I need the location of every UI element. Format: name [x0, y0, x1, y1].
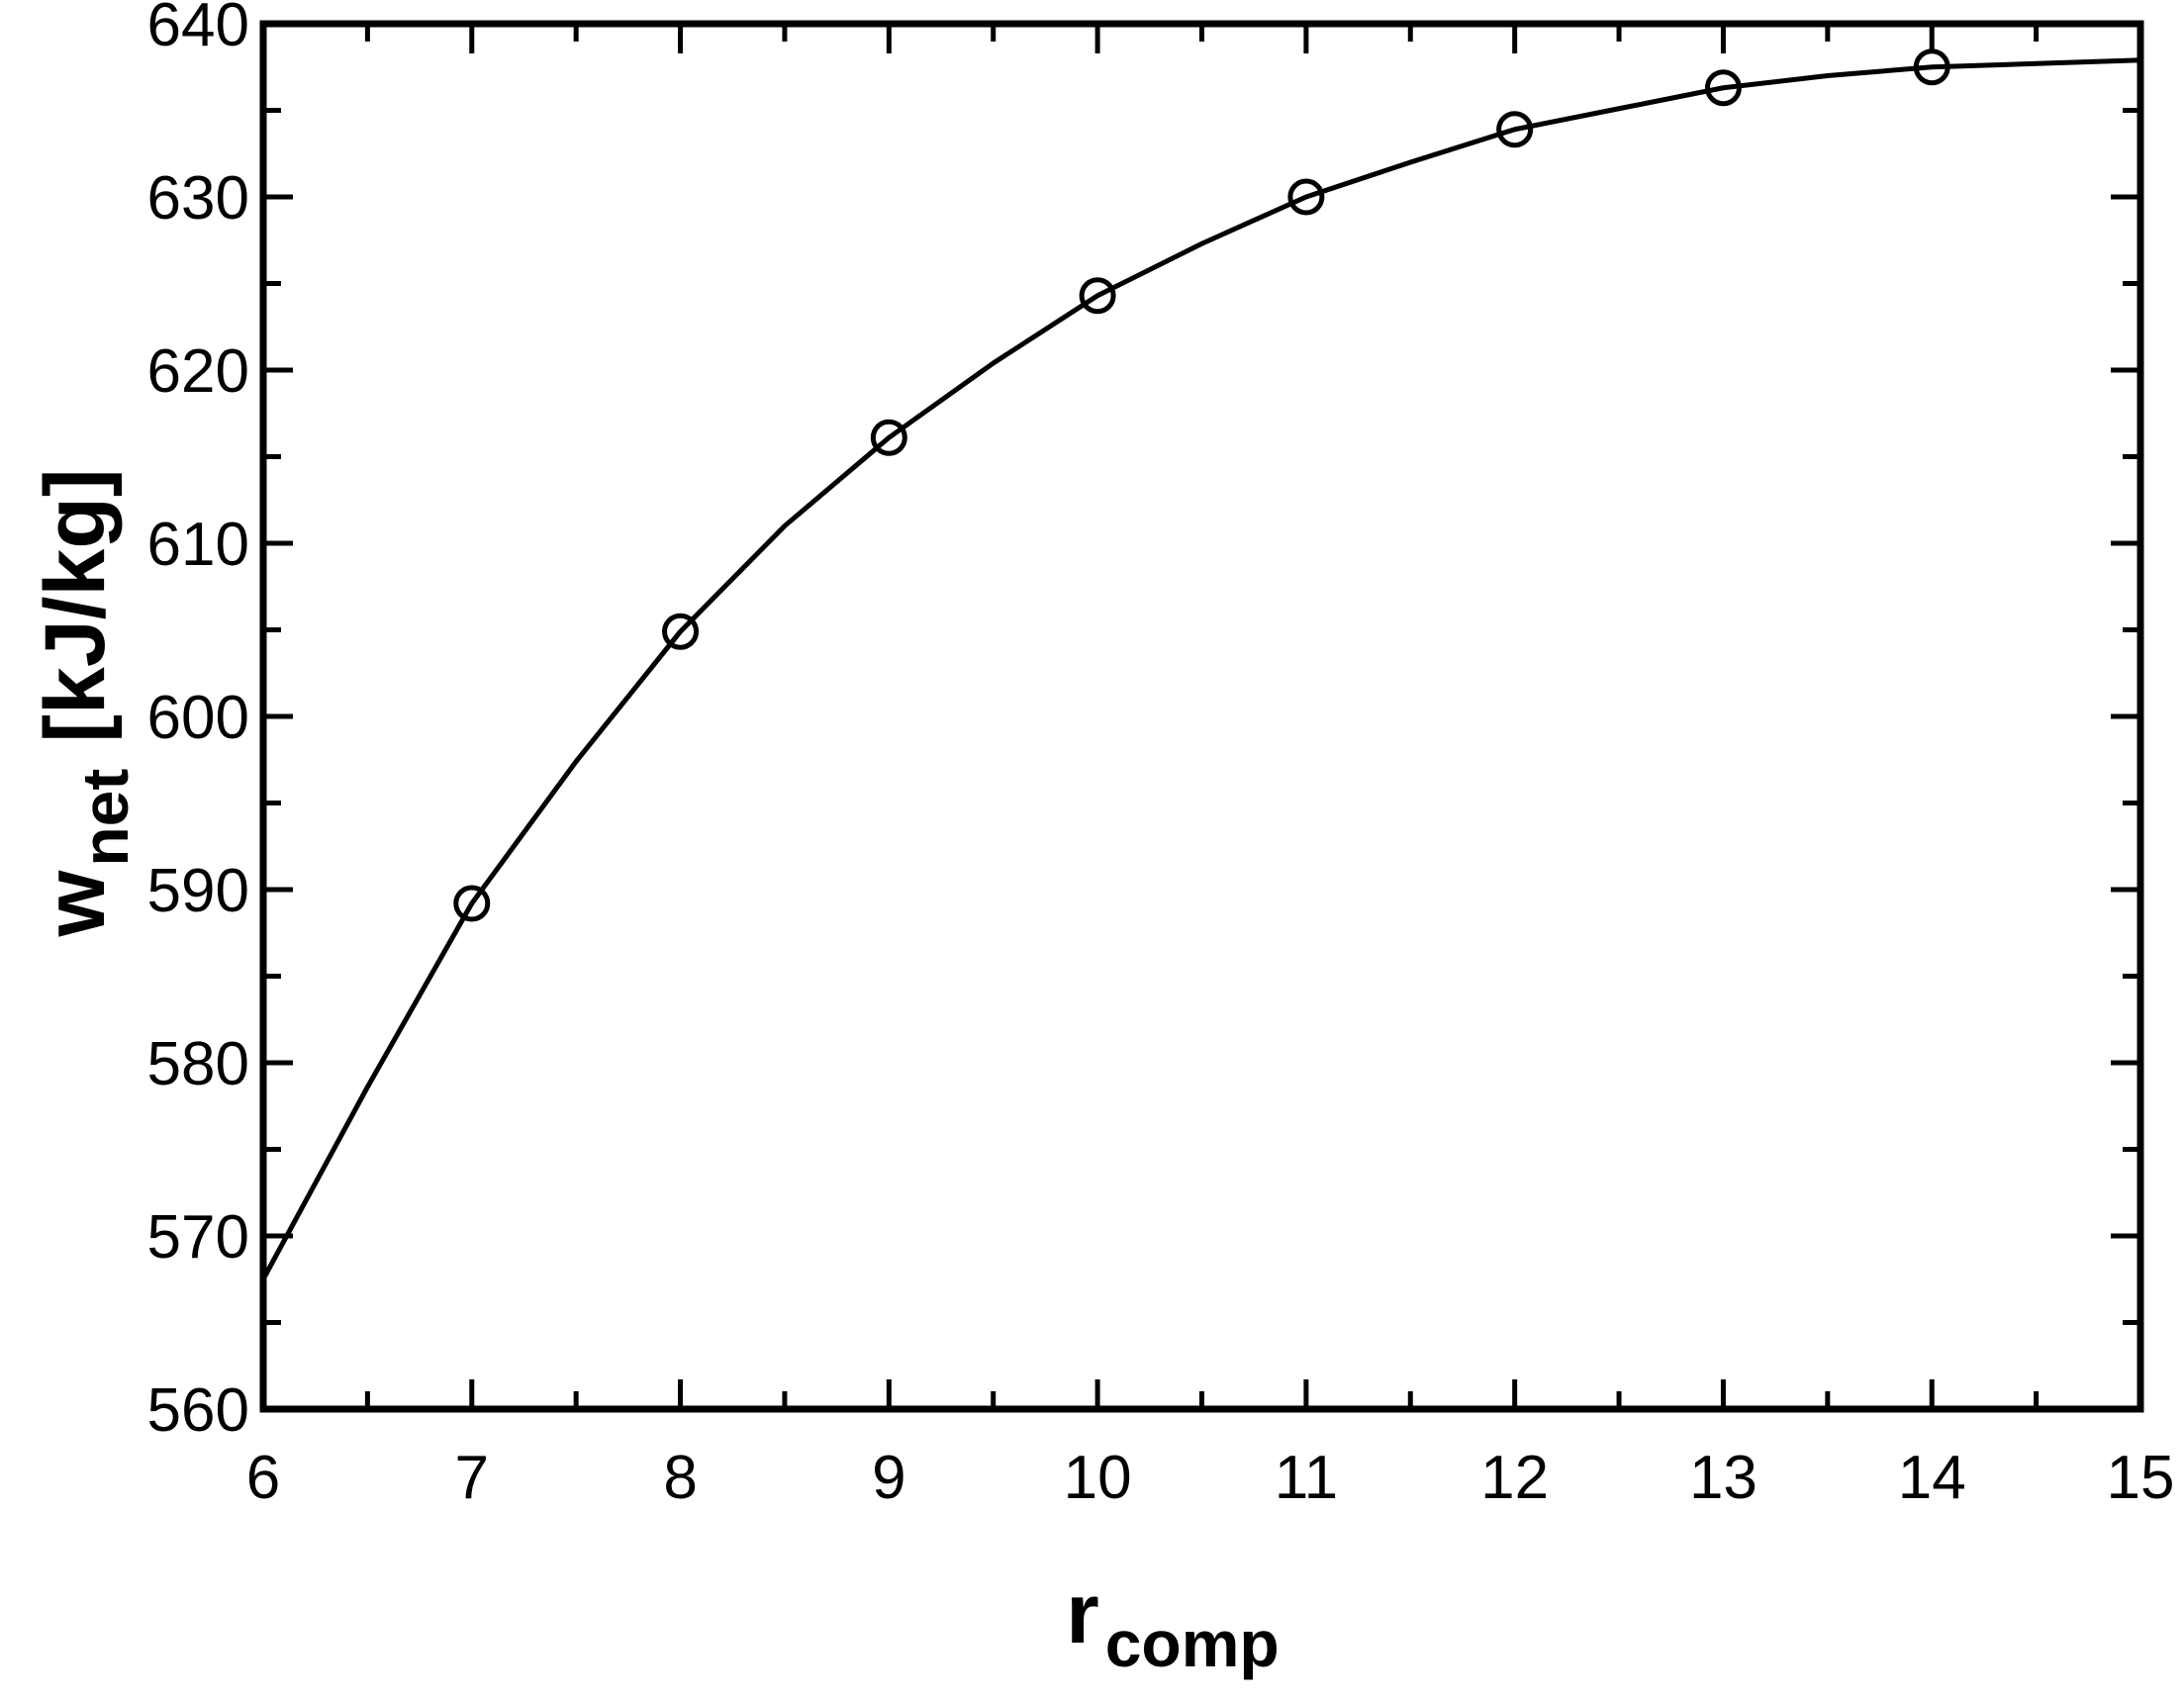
x-tick-label: 7	[455, 1444, 489, 1512]
y-tick-label: 620	[147, 337, 249, 406]
y-tick-label: 560	[147, 1376, 249, 1445]
y-tick-label: 640	[147, 0, 249, 59]
x-tick-label: 13	[1689, 1444, 1757, 1512]
y-tick-label: 630	[147, 164, 249, 233]
x-axis-title-sub: comp	[1105, 1607, 1280, 1680]
y-tick-label: 610	[147, 511, 249, 579]
x-tick-label: 8	[663, 1444, 697, 1512]
plot-layer	[260, 48, 2141, 1280]
ticks-layer	[260, 21, 2143, 1412]
data-point-marker	[1496, 111, 1534, 148]
y-tick-label: 600	[147, 684, 249, 752]
x-tick-label: 10	[1064, 1444, 1132, 1512]
data-point-marker	[1287, 178, 1325, 216]
x-axis-title: rcomp	[1066, 1566, 1280, 1680]
series-line	[260, 57, 2141, 1280]
plot-frame	[259, 20, 2144, 1413]
x-tick-label: 11	[1275, 1444, 1338, 1512]
y-tick-label: 570	[147, 1203, 249, 1272]
x-axis-title-main: r	[1066, 1566, 1098, 1661]
y-tick-label: 590	[147, 857, 249, 925]
data-point-marker	[870, 419, 907, 456]
y-axis-title-unit: [kJ/kg]	[28, 468, 123, 742]
y-axis-title-sub: net	[68, 769, 142, 867]
y-tick-label: 580	[147, 1030, 249, 1098]
x-tick-label: 9	[872, 1444, 905, 1512]
data-point-marker	[662, 613, 700, 650]
data-point-marker	[1704, 69, 1742, 107]
x-tick-label: 15	[2107, 1444, 2175, 1512]
y-axis-title: wnet [kJ/kg]	[28, 468, 142, 937]
x-tick-label: 6	[246, 1444, 280, 1512]
data-point-marker	[1079, 277, 1116, 315]
x-tick-label: 14	[1898, 1444, 1966, 1512]
x-tick-label: 12	[1480, 1444, 1549, 1512]
data-point-marker	[453, 885, 491, 922]
labels-layer: 6 7 8 9 10 11 12 13 14 15 560 570 580 590 600 610 620 630…	[147, 0, 2175, 1512]
y-axis-title-main: w	[28, 870, 123, 938]
